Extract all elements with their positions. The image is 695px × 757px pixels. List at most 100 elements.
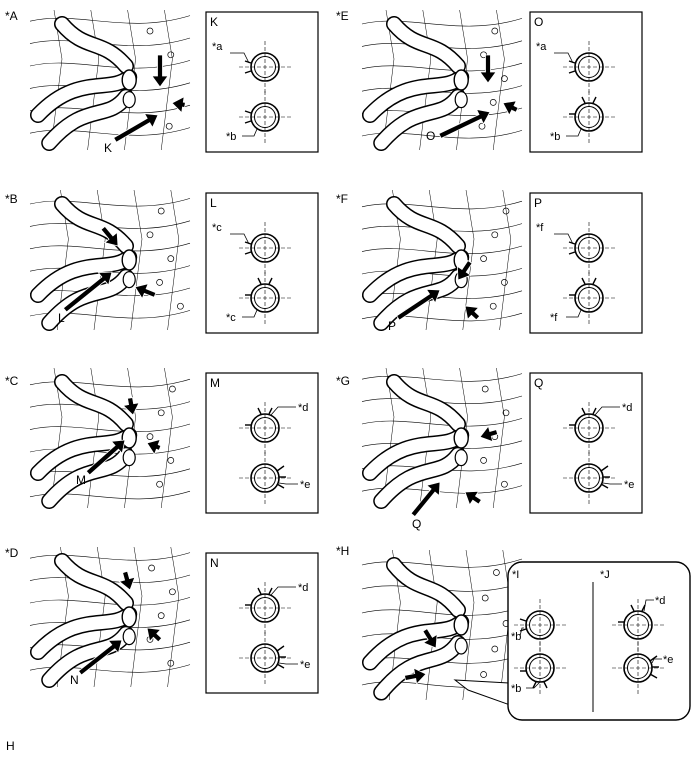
bolt bbox=[167, 51, 175, 59]
arrow-icon bbox=[479, 54, 497, 84]
clamp-outer-ring bbox=[525, 610, 555, 640]
clamp-inner-ring bbox=[254, 467, 276, 489]
hose-clamp-icon bbox=[239, 222, 291, 274]
bay-outline bbox=[462, 549, 475, 701]
clamp-tab bbox=[592, 407, 597, 415]
detail-box bbox=[205, 552, 319, 694]
hose-clamp-icon bbox=[239, 41, 291, 93]
clamp-inner-ring bbox=[254, 647, 276, 669]
clamp-outer-ring bbox=[574, 102, 604, 132]
clamp-callout-bottom: *e bbox=[300, 479, 310, 491]
detail-box-title: N bbox=[210, 556, 219, 570]
bolt bbox=[157, 207, 165, 215]
hose-inner bbox=[55, 375, 133, 431]
bolt bbox=[480, 457, 487, 464]
bolt bbox=[480, 671, 487, 678]
bolt bbox=[146, 27, 154, 35]
clamp-tab bbox=[532, 681, 537, 689]
subpanel-id-label: *J bbox=[600, 569, 610, 581]
hose-clamp bbox=[122, 90, 136, 109]
callout-label: M bbox=[76, 473, 86, 487]
bolt bbox=[167, 255, 175, 262]
clamp-inner-ring bbox=[254, 56, 276, 78]
hose-clamp bbox=[454, 449, 468, 467]
clamp-callout-bottom: *b bbox=[511, 683, 521, 695]
bay-outline bbox=[29, 552, 191, 561]
bolt bbox=[165, 122, 173, 130]
bolt bbox=[156, 279, 163, 286]
engine-bay-illustration bbox=[361, 9, 523, 151]
leader-line bbox=[643, 599, 654, 612]
clamp-outer-ring bbox=[574, 463, 604, 493]
arrow-icon bbox=[100, 225, 119, 247]
detail-box bbox=[205, 372, 319, 514]
clamp-inner-ring bbox=[578, 56, 600, 78]
hose-clamp-icon bbox=[612, 642, 664, 694]
bolt bbox=[493, 569, 500, 576]
panel-id-label: *F bbox=[336, 192, 348, 206]
arrow-icon bbox=[438, 108, 491, 139]
clamp-callout-bottom: *e bbox=[624, 479, 634, 491]
hose-clamp bbox=[121, 69, 137, 91]
panel-b: *B L L *c *c bbox=[5, 189, 319, 334]
clamp-callout-top: *c bbox=[212, 222, 222, 234]
bay-outline bbox=[361, 200, 523, 210]
hose-clamp-icon bbox=[239, 272, 291, 324]
panel-e: *E O O *a *b bbox=[336, 9, 643, 153]
bay-outline bbox=[160, 367, 173, 509]
hose-clamp-icon bbox=[514, 642, 566, 694]
leader-line bbox=[242, 309, 258, 318]
arrow-icon bbox=[464, 305, 481, 321]
detail-box bbox=[529, 192, 643, 334]
clamp-callout-bottom: *c bbox=[226, 312, 236, 324]
panel-c: *C M M *d *e bbox=[5, 367, 319, 514]
bolt bbox=[146, 231, 154, 239]
panel-id-label: *B bbox=[5, 192, 18, 206]
clamp-inner-ring bbox=[529, 614, 551, 636]
clamp-inner-ring bbox=[627, 657, 649, 679]
leader-line bbox=[651, 658, 662, 664]
bolt bbox=[169, 588, 176, 596]
clamp-tab bbox=[257, 587, 262, 595]
arrow-icon bbox=[464, 490, 482, 506]
panel-id-label: *D bbox=[5, 546, 19, 560]
clamp-outer-ring bbox=[623, 653, 653, 683]
bay-outline bbox=[492, 367, 505, 509]
bay-outline bbox=[130, 189, 143, 331]
clamp-outer-ring bbox=[574, 283, 604, 313]
bolt bbox=[146, 433, 154, 440]
arrow-icon bbox=[502, 100, 519, 116]
bay-outline bbox=[361, 245, 523, 255]
clamp-callout-bottom: *f bbox=[550, 312, 558, 324]
clamp-tab bbox=[244, 60, 252, 64]
clamp-outer-ring bbox=[250, 283, 280, 313]
hose-clamp bbox=[453, 69, 469, 91]
hose-clamp-icon bbox=[563, 91, 615, 143]
bay-outline bbox=[29, 15, 191, 24]
bolt bbox=[157, 409, 165, 417]
clamp-callout-top: *b bbox=[511, 631, 521, 643]
detail-box-title: P bbox=[534, 196, 542, 210]
hose-clamp-icon bbox=[563, 402, 615, 454]
clamp-tab bbox=[568, 70, 576, 74]
detail-box bbox=[529, 372, 643, 514]
arrow-icon bbox=[77, 639, 123, 676]
bay-outline bbox=[29, 664, 191, 673]
bay-outline bbox=[29, 198, 191, 207]
clamp-inner-ring bbox=[254, 106, 276, 128]
hose-clamp bbox=[121, 606, 137, 628]
footer-code: H bbox=[6, 739, 15, 753]
clamp-tab bbox=[630, 604, 635, 612]
clamp-outer-ring bbox=[250, 102, 280, 132]
engine-bay-illustration bbox=[361, 189, 523, 331]
arrow-icon bbox=[404, 667, 427, 685]
bay-outline bbox=[361, 268, 523, 277]
callout-label: P bbox=[388, 319, 396, 333]
bolt bbox=[167, 457, 175, 464]
bay-outline bbox=[29, 597, 191, 606]
engine-bay-illustration bbox=[361, 367, 523, 509]
bay-outline bbox=[29, 423, 191, 433]
hose-clamp-icon bbox=[563, 452, 615, 504]
clamp-outer-ring bbox=[250, 593, 280, 623]
